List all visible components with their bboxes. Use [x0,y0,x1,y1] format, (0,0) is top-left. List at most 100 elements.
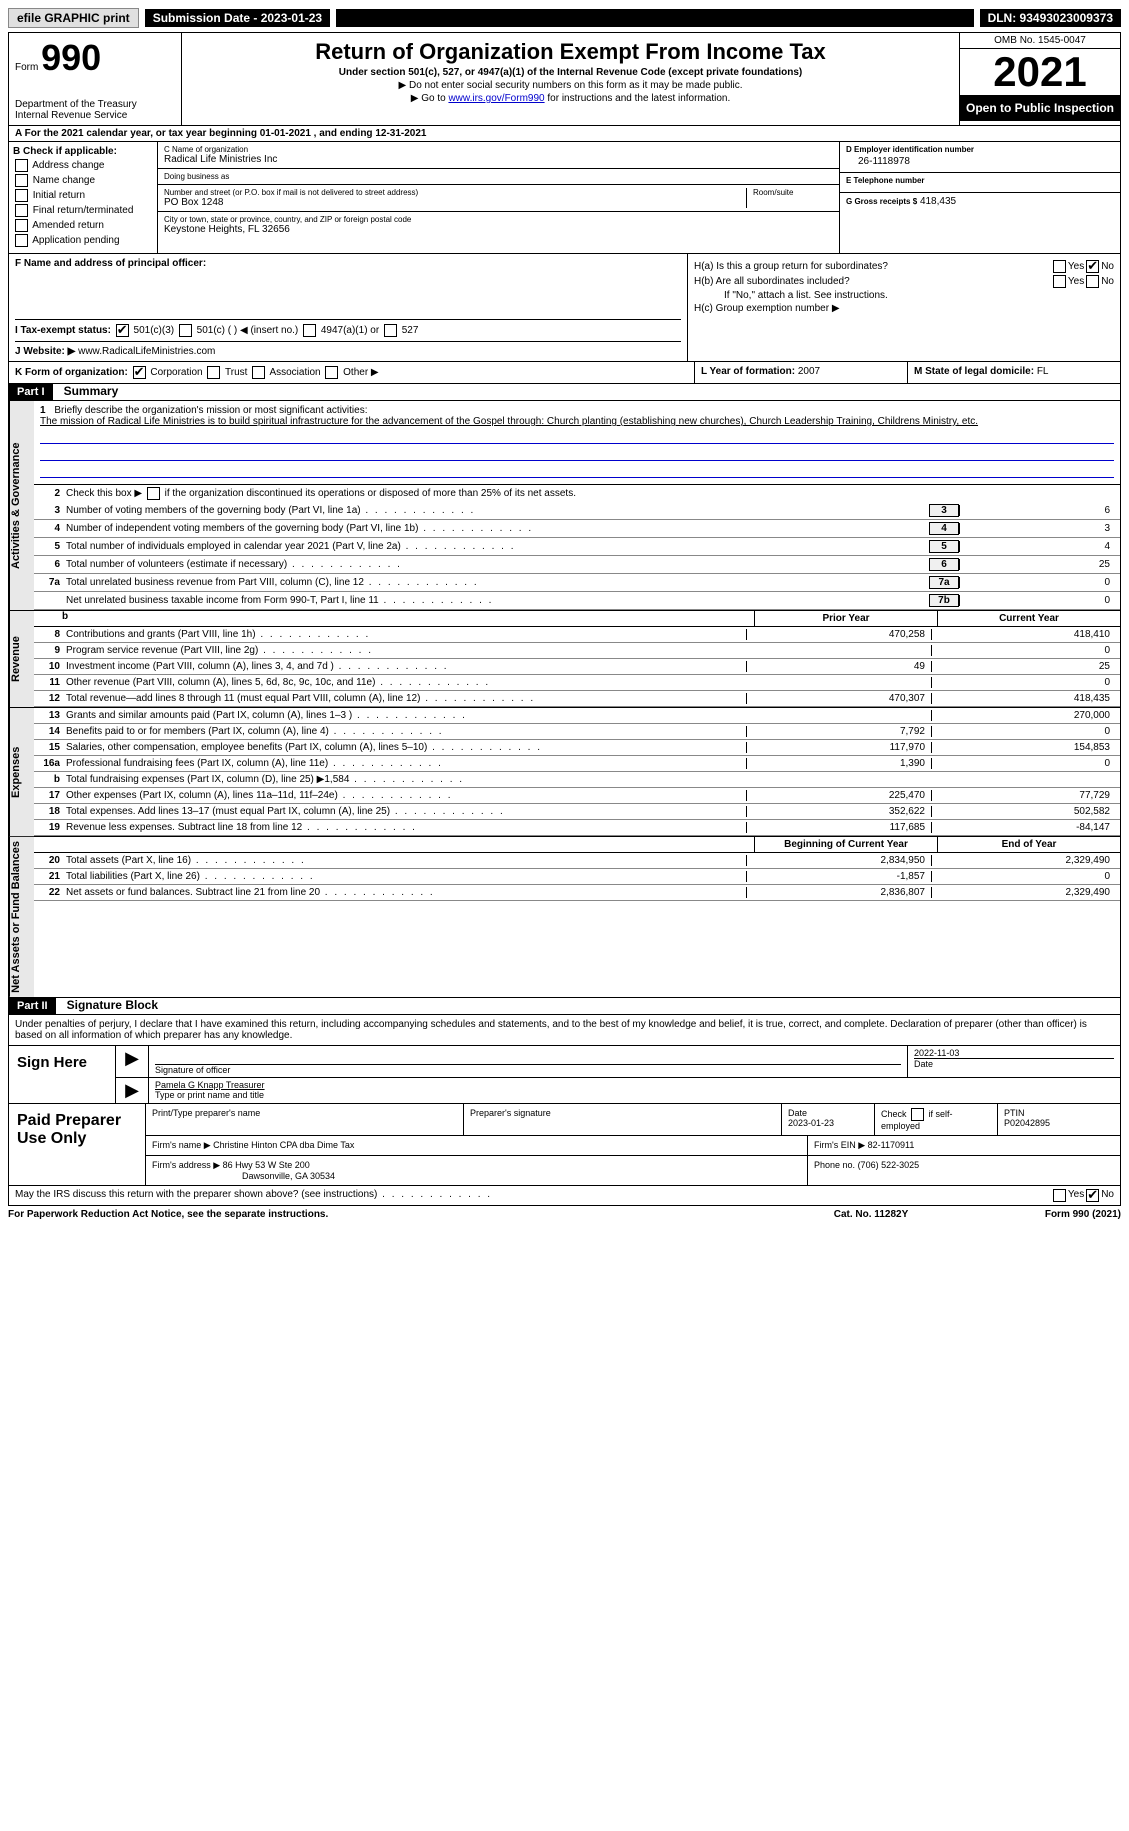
ha-yes-checkbox[interactable] [1053,260,1066,273]
b-item-checkbox[interactable] [15,174,28,187]
m-label: M State of legal domicile: [914,366,1034,377]
summary-line: 20Total assets (Part X, line 16)2,834,95… [34,853,1120,869]
firm-addr-label: Firm's address ▶ [152,1160,220,1170]
row-klm: K Form of organization: Corporation Trus… [8,362,1121,384]
sig-officer-label: Signature of officer [155,1064,901,1075]
k-assoc-checkbox[interactable] [252,366,265,379]
print-name-label: Print/Type preparer's name [152,1108,457,1118]
checkbox-501c[interactable] [179,324,192,337]
summary-line: 22Net assets or fund balances. Subtract … [34,885,1120,901]
form-subtitle: Under section 501(c), 527, or 4947(a)(1)… [190,67,951,78]
summary-line: 13Grants and similar amounts paid (Part … [34,708,1120,724]
website-value: www.RadicalLifeMinistries.com [78,346,215,357]
hb-no-checkbox[interactable] [1086,275,1099,288]
line2-checkbox[interactable] [147,487,160,500]
summary-line: 8Contributions and grants (Part VIII, li… [34,627,1120,643]
b-item-checkbox[interactable] [15,219,28,232]
side-governance: Activities & Governance [9,401,34,610]
prep-date: 2023-01-23 [788,1118,834,1128]
b-item-checkbox[interactable] [15,189,28,202]
revenue-section: Revenue b Prior Year Current Year 8Contr… [8,611,1121,708]
summary-line: 3Number of voting members of the governi… [34,502,1120,520]
side-netassets: Net Assets or Fund Balances [9,837,34,997]
room-label: Room/suite [753,188,833,197]
ha-no-checkbox[interactable] [1086,260,1099,273]
firm-ein-label: Firm's EIN ▶ [814,1140,865,1150]
dept-treasury: Department of the Treasury [15,99,175,110]
summary-line: 12Total revenue—add lines 8 through 11 (… [34,691,1120,707]
irs-link[interactable]: www.irs.gov/Form990 [448,93,544,104]
k-other-checkbox[interactable] [325,366,338,379]
firm-addr2: Dawsonville, GA 30534 [152,1171,335,1181]
officer-name: Pamela G Knapp Treasurer [155,1080,1114,1090]
column-f: F Name and address of principal officer:… [9,254,688,361]
hb-yes-checkbox[interactable] [1053,275,1066,288]
k-trust-checkbox[interactable] [207,366,220,379]
m-value: FL [1037,366,1049,377]
submission-date: Submission Date - 2023-01-23 [145,9,330,27]
header-center: Return of Organization Exempt From Incom… [182,33,959,125]
footer-final: For Paperwork Reduction Act Notice, see … [8,1206,1121,1223]
b-checkbox-item: Address change [13,159,153,172]
prep-date-label: Date [788,1108,807,1118]
header-left: Form 990 Department of the Treasury Inte… [9,33,182,125]
summary-line: 6Total number of volunteers (estimate if… [34,556,1120,574]
part2-title: Signature Block [59,998,158,1012]
line2-desc: Check this box ▶ if the organization dis… [66,487,1116,500]
b-item-checkbox[interactable] [15,234,28,247]
b-item-checkbox[interactable] [15,159,28,172]
b-checkbox-item: Final return/terminated [13,204,153,217]
discuss-yes-checkbox[interactable] [1053,1189,1066,1202]
tax-year: 2021 [960,49,1120,95]
k-corp-checkbox[interactable] [133,366,146,379]
self-emp-checkbox[interactable] [911,1108,924,1121]
summary-line: 18Total expenses. Add lines 13–17 (must … [34,804,1120,820]
part2-header-row: Part II Signature Block [8,998,1121,1015]
ein-value: 26-1118978 [846,154,1114,169]
checkbox-4947[interactable] [303,324,316,337]
firm-phone-label: Phone no. [814,1160,855,1170]
hc-label: H(c) Group exemption number ▶ [694,303,1114,314]
summary-line: bTotal fundraising expenses (Part IX, co… [34,772,1120,788]
firm-phone: (706) 522-3025 [858,1160,920,1170]
firm-name-label: Firm's name ▶ [152,1140,211,1150]
summary-line: 4Number of independent voting members of… [34,520,1120,538]
self-emp-label: Check if self-employed [881,1109,953,1131]
summary-line: 14Benefits paid to or for members (Part … [34,724,1120,740]
discuss-no-checkbox[interactable] [1086,1189,1099,1202]
street-label: Number and street (or P.O. box if mail i… [164,188,740,197]
hb-note: If "No," attach a list. See instructions… [694,290,1114,301]
b-item-checkbox[interactable] [15,204,28,217]
phone-value [846,185,1114,189]
summary-line: 15Salaries, other compensation, employee… [34,740,1120,756]
checkbox-501c3[interactable] [116,324,129,337]
col-end: End of Year [937,837,1120,852]
efile-print-button[interactable]: efile GRAPHIC print [8,8,139,28]
hb-label: H(b) Are all subordinates included? [694,276,1051,287]
b-checkbox-item: Initial return [13,189,153,202]
cat-number: Cat. No. 11282Y [771,1209,971,1220]
governance-section: Activities & Governance 1 Briefly descri… [8,401,1121,611]
summary-line: 16aProfessional fundraising fees (Part I… [34,756,1120,772]
part1-title: Summary [56,384,119,398]
side-expenses: Expenses [9,708,34,836]
sign-here-label: Sign Here [9,1046,116,1103]
discuss-row: May the IRS discuss this return with the… [8,1186,1121,1206]
b-checkbox-item: Name change [13,174,153,187]
discuss-text: May the IRS discuss this return with the… [15,1189,1051,1202]
arrow-icon: ▶ [116,1046,149,1077]
name-title-label: Type or print name and title [155,1090,1114,1100]
summary-line: 5Total number of individuals employed in… [34,538,1120,556]
k-label: K Form of organization: [15,367,128,378]
row-a-tax-year: A For the 2021 calendar year, or tax yea… [8,126,1121,142]
preparer-label: Paid Preparer Use Only [9,1104,146,1185]
firm-name: Christine Hinton CPA dba Dime Tax [213,1140,354,1150]
form-title: Return of Organization Exempt From Incom… [190,39,951,65]
column-c: C Name of organization Radical Life Mini… [158,142,839,253]
l-label: L Year of formation: [701,366,795,377]
city-label: City or town, state or province, country… [164,215,833,224]
checkbox-527[interactable] [384,324,397,337]
mission-box: 1 Briefly describe the organization's mi… [34,401,1120,485]
firm-addr1: 86 Hwy 53 W Ste 200 [223,1160,310,1170]
paperwork-notice: For Paperwork Reduction Act Notice, see … [8,1209,771,1220]
